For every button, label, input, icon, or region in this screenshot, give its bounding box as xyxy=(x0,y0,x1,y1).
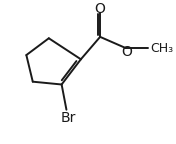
Text: CH₃: CH₃ xyxy=(151,42,174,55)
Text: O: O xyxy=(95,2,106,16)
Text: Br: Br xyxy=(60,111,76,125)
Text: O: O xyxy=(121,45,132,59)
